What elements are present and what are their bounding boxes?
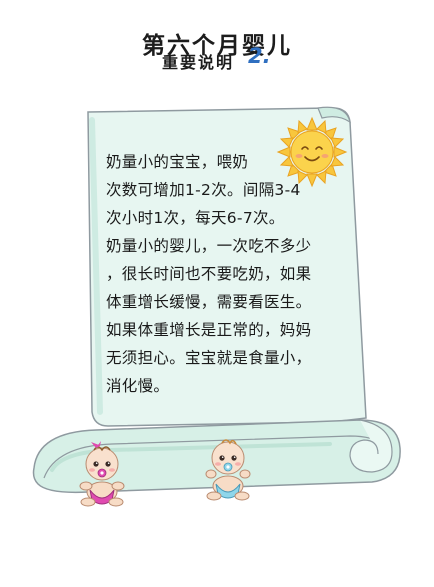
baby-boy-illustration [205, 439, 251, 501]
note-line: ，很长时间也不要吃奶，如果 [106, 265, 312, 283]
baby-girl-illustration [79, 441, 125, 507]
note-line: 次小时1次，每天6-7次。 [106, 209, 285, 227]
smiling-sun-icon [276, 116, 348, 188]
note-line: 奶量小的婴儿，一次吃不多少 [106, 237, 312, 255]
page-title: 第六个月婴儿 [142, 33, 292, 59]
page-subtitle: 重要说明 [162, 53, 235, 72]
note-line: 体重增长缓慢，需要看医生。 [106, 293, 312, 311]
note-line: 奶量小的宝宝，喂奶 [106, 153, 249, 171]
scroll-top-curl [317, 106, 351, 124]
note-line: 无须担心。宝宝就是食量小， [106, 349, 312, 367]
page-subtitle-number: 2. [248, 44, 271, 68]
note-line: 消化慢。 [106, 377, 170, 395]
note-line: 次数可增加1-2次。间隔3-4 [106, 181, 301, 199]
note-line: 如果体重增长是正常的，妈妈 [106, 321, 312, 339]
